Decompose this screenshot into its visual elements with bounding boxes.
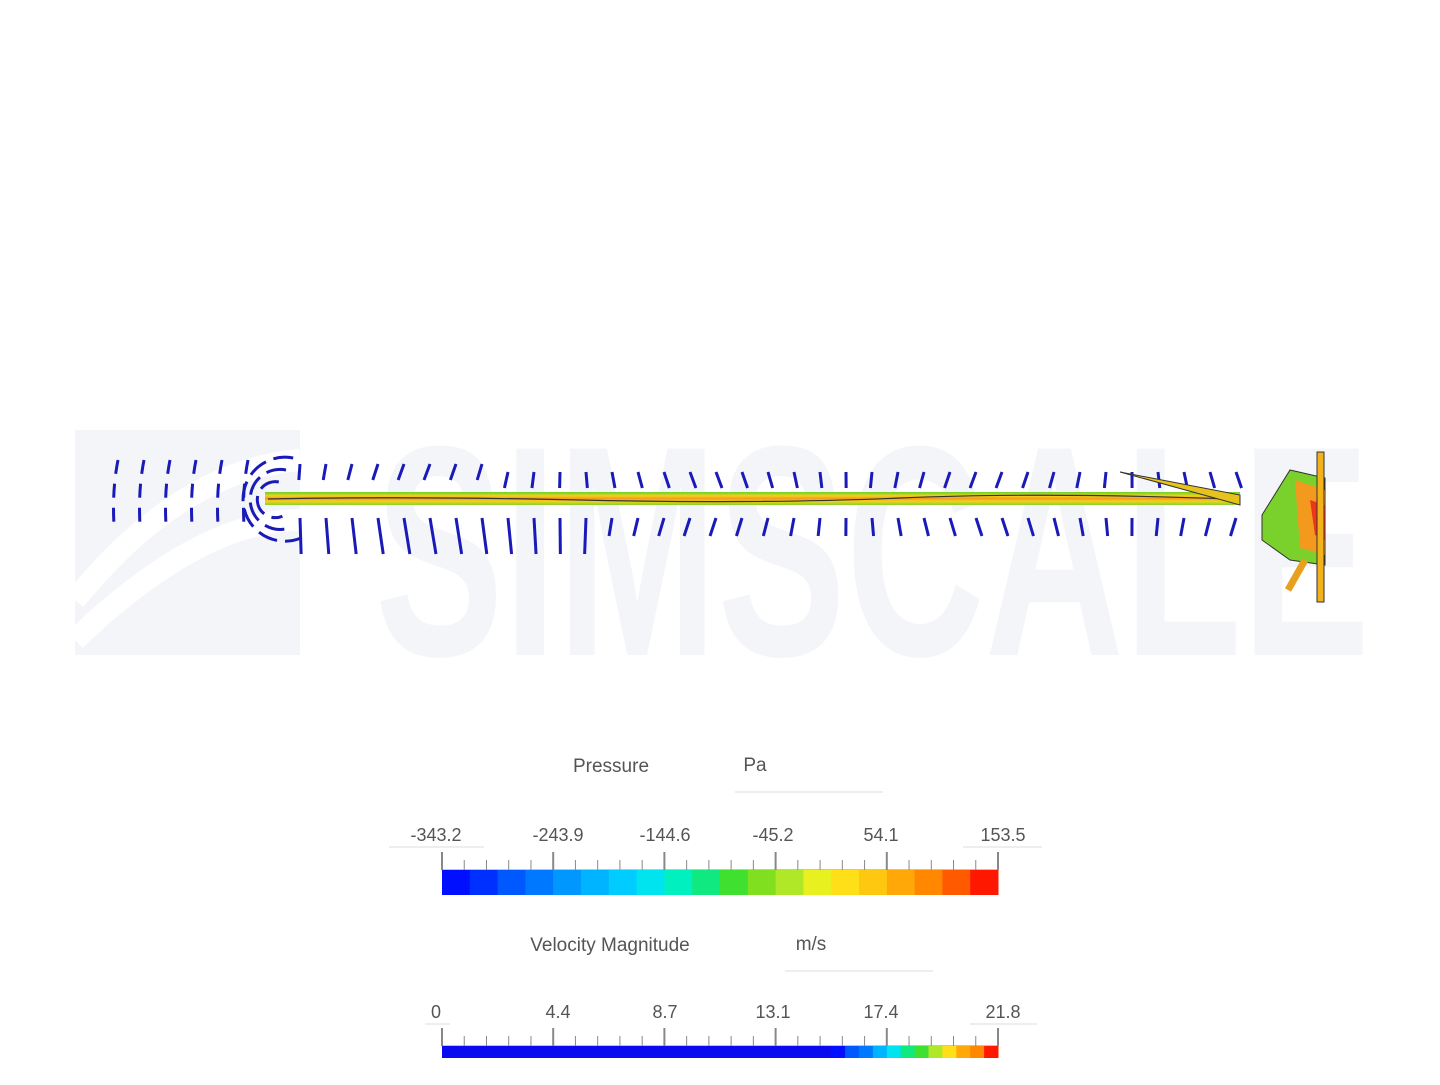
legend-title: Velocity Magnitude: [530, 935, 690, 956]
streamline: [299, 464, 300, 480]
colorbar-segment: [817, 1046, 831, 1058]
legend-tick-label: 54.1: [863, 825, 898, 845]
colorbar-segment: [859, 1046, 873, 1058]
outlet-plate: [1317, 452, 1324, 602]
legend-unit: m/s: [796, 934, 827, 955]
colorbar-segment: [984, 1046, 998, 1058]
colorbar-segment: [942, 870, 970, 895]
legend-tick-label: 8.7: [652, 1002, 677, 1022]
colorbar-segment: [859, 870, 887, 895]
colorbar-segment: [567, 1046, 581, 1058]
colorbar-segment: [915, 1046, 929, 1058]
legend-tick-label: 4.4: [545, 1002, 570, 1022]
colorbar-segment: [525, 1046, 539, 1058]
colorbar-segment: [525, 870, 553, 895]
colorbar-segment: [831, 1046, 845, 1058]
colorbar-segment: [776, 870, 804, 895]
streamline: [820, 472, 822, 488]
streamline: [1104, 472, 1106, 488]
colorbar-segment: [915, 870, 943, 895]
legend-tick-label: -343.2: [410, 825, 461, 845]
colorbar-segment: [873, 1046, 887, 1058]
colorbar-segment: [734, 1046, 748, 1058]
colorbar-segment: [678, 1046, 692, 1058]
colorbar-segment: [942, 1046, 956, 1058]
colorbar-segment: [970, 870, 998, 895]
colorbar-segment: [748, 870, 776, 895]
colorbar-segment: [720, 870, 748, 895]
streamline: [300, 518, 301, 554]
colorbar-segment: [956, 1046, 970, 1058]
colorbar-segment: [512, 1046, 526, 1058]
colorbar-segment: [692, 870, 720, 895]
colorbar-segment: [845, 1046, 859, 1058]
streamline: [534, 518, 536, 554]
colorbar-segment: [553, 1046, 567, 1058]
colorbar-segment: [581, 1046, 595, 1058]
streamline: [326, 518, 329, 554]
colorbar-segment: [887, 870, 915, 895]
colorbar-segment: [901, 1046, 915, 1058]
streamline: [586, 472, 587, 488]
legend-tick-label: 0: [431, 1002, 441, 1022]
colorbar-segment: [664, 870, 692, 895]
streamline: [352, 518, 356, 554]
streamline: [818, 518, 820, 536]
colorbar-segment: [470, 870, 498, 895]
colorbar-segment: [581, 870, 609, 895]
colorbar-segment: [887, 1046, 901, 1058]
colorbar-segment: [664, 1046, 678, 1058]
colorbar-segment: [803, 1046, 817, 1058]
legend-tick-label: 153.5: [980, 825, 1025, 845]
streamline: [1106, 518, 1108, 536]
colorbar-segment: [831, 870, 859, 895]
watermark-text: SIMSCALE: [375, 383, 1370, 719]
colorbar-segment: [637, 1046, 651, 1058]
colorbar-segment: [929, 1046, 943, 1058]
colorbar-segment: [498, 870, 526, 895]
colorbar-segment: [609, 1046, 623, 1058]
legend-title: Pressure: [573, 756, 649, 777]
legend-tick-label: -243.9: [532, 825, 583, 845]
colorbar-segment: [970, 1046, 984, 1058]
colorbar-segment: [553, 870, 581, 895]
legend-tick-label: -45.2: [752, 825, 793, 845]
colorbar-segment: [637, 870, 665, 895]
colorbar-segment: [720, 1046, 734, 1058]
legend-unit: Pa: [743, 755, 767, 776]
streamline: [870, 472, 872, 488]
colorbar-segment: [456, 1046, 470, 1058]
legend-tick-label: 17.4: [863, 1002, 898, 1022]
legend-tick-label: -144.6: [639, 825, 690, 845]
colorbar-segment: [776, 1046, 790, 1058]
colorbar-segment: [442, 870, 470, 895]
colorbar-segment: [651, 1046, 665, 1058]
colorbar-segment: [484, 1046, 498, 1058]
colorbar-segment: [803, 870, 831, 895]
legend-tick-label: 13.1: [755, 1002, 790, 1022]
streamline: [323, 464, 326, 480]
streamline: [1156, 518, 1158, 536]
streamline: [585, 518, 586, 554]
colorbar-segment: [470, 1046, 484, 1058]
streamline: [348, 464, 352, 480]
watermark-group: SIMSCALE: [75, 383, 1370, 719]
streamline: [872, 518, 874, 536]
legend-tick-label: 21.8: [985, 1002, 1020, 1022]
colorbar-segment: [609, 870, 637, 895]
colorbar-segment: [595, 1046, 609, 1058]
colorbar-segment: [748, 1046, 762, 1058]
pipe: [265, 492, 1240, 505]
colorbar-segment: [692, 1046, 706, 1058]
colorbar-segment: [498, 1046, 512, 1058]
streamline: [532, 472, 534, 488]
colorbar-segment: [762, 1046, 776, 1058]
legends: Pressure Pa -343.2 -243.9 -144.6 -45.2 54.1 153…: [389, 755, 1042, 1058]
colorbar-segment: [623, 1046, 637, 1058]
colorbar-segment: [706, 1046, 720, 1058]
colorbar-segment: [790, 1046, 804, 1058]
colorbar-segment: [442, 1046, 456, 1058]
colorbar-segment: [539, 1046, 553, 1058]
